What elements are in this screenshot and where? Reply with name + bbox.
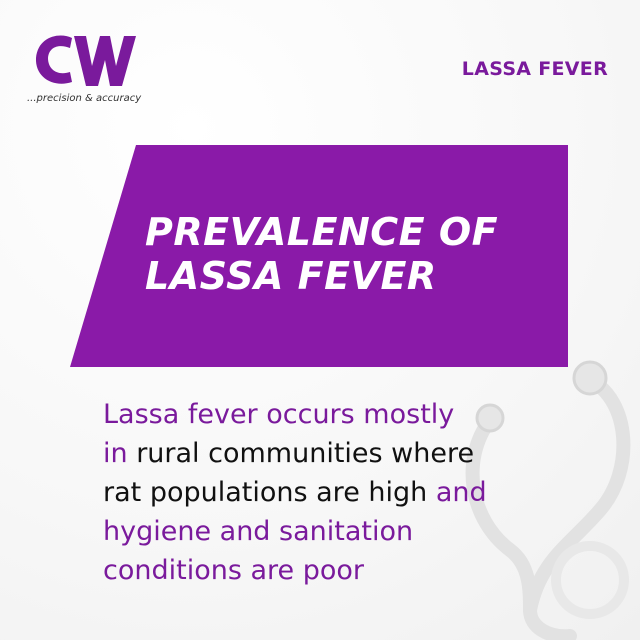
body-line-1: Lassa fever occurs mostly (103, 399, 455, 430)
brand-logo: ...precision & accuracy (25, 30, 155, 110)
logo-tagline: ...precision & accuracy (27, 93, 142, 104)
body-line-4: hygiene and sanitation (103, 516, 414, 547)
body-paragraph: Lassa fever occurs mostly in rural commu… (103, 395, 573, 590)
body-line-2-text: rural communities where (136, 438, 475, 469)
body-line-2: in rural communities where (103, 434, 573, 473)
banner-title: PREVALENCE OF LASSA FEVER (145, 210, 545, 298)
title-banner: PREVALENCE OF LASSA FEVER (70, 145, 568, 367)
body-line-3-highlight: and (435, 477, 487, 508)
body-line-2-highlight: in (103, 438, 137, 469)
body-line-5: conditions are poor (103, 555, 365, 586)
body-line-3: rat populations are high and (103, 473, 573, 512)
banner-title-line-2: LASSA FEVER (145, 254, 437, 298)
body-line-3-text: rat populations are high (103, 477, 436, 508)
banner-title-line-1: PREVALENCE OF (145, 210, 499, 254)
banner-shape (70, 145, 568, 367)
topic-label: LASSA FEVER (461, 58, 608, 80)
cw-logo-icon (35, 35, 136, 86)
stethoscope-icon (465, 360, 631, 640)
